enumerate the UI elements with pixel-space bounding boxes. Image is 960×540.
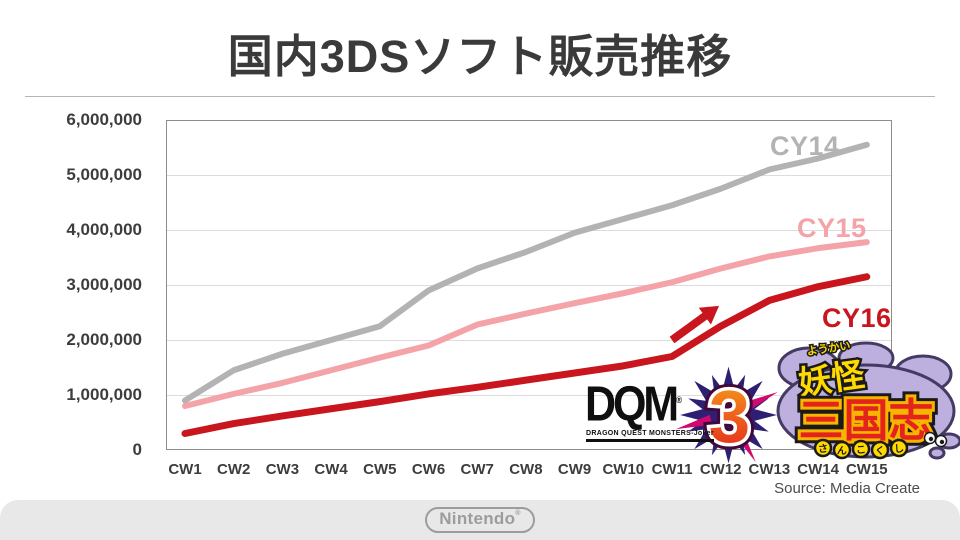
- x-axis-tick-label: CW5: [363, 461, 397, 478]
- y-axis-tick-label: 5,000,000: [66, 165, 142, 184]
- x-axis-tick-label: CW2: [217, 461, 251, 478]
- kana-badge: し: [894, 443, 905, 456]
- kana-badge: こ: [856, 445, 867, 457]
- kana-badge: さ: [818, 443, 829, 456]
- dqm3-abbr-text: DQM: [585, 376, 679, 432]
- y-axis-tick-label: 6,000,000: [66, 110, 142, 129]
- title-divider: [25, 96, 935, 97]
- y-axis-tick-label: 2,000,000: [66, 330, 142, 349]
- y-axis-tick-label: 3,000,000: [66, 275, 142, 294]
- kana-badge: く: [874, 445, 885, 458]
- youkai-sangokushi-game-logo: ようかい 妖怪 三国志 三国志 三国志 さ ん こ く し: [776, 338, 960, 460]
- sangokushi-text: 三国志: [798, 395, 933, 446]
- y-axis-tick-label: 4,000,000: [66, 220, 142, 239]
- dqm3-registered-mark: ®: [675, 394, 683, 406]
- kana-badge: ん: [837, 445, 848, 458]
- dqm3-number: 3: [709, 374, 750, 458]
- nintendo-wordmark: Nintendo: [439, 509, 516, 528]
- x-axis-tick-label: CW1: [168, 461, 202, 478]
- series-label-cy16: CY16: [822, 303, 892, 333]
- series-label-cy15: CY15: [797, 213, 867, 243]
- y-axis-tick-label: 1,000,000: [66, 385, 142, 404]
- dqm3-game-logo: 3 3 3 DQM® DRAGON QUEST MONSTERS-Joker: [583, 366, 783, 465]
- nintendo-logo: Nintendo®: [425, 507, 535, 533]
- x-axis-tick-label: CW3: [265, 461, 300, 478]
- dqm3-caption: DRAGON QUEST MONSTERS-Joker: [586, 430, 714, 442]
- x-axis-tick-label: CW7: [460, 461, 494, 478]
- y-axis-tick-label: 0: [132, 440, 142, 459]
- x-axis-tick-label: CW4: [314, 461, 348, 478]
- page-title: 国内3DSソフト販売推移: [227, 31, 733, 82]
- googly-eyes-icon: [923, 431, 948, 448]
- source-attribution: Source: Media Create: [774, 480, 920, 497]
- series-label-cy14: CY14: [770, 131, 840, 161]
- nintendo-registered-mark: ®: [515, 510, 521, 517]
- footer-band: Nintendo®: [0, 500, 960, 540]
- x-axis-tick-label: CW6: [411, 461, 446, 478]
- dqm3-wordmark: DQM®: [585, 376, 682, 432]
- x-axis-tick-label: CW8: [509, 461, 543, 478]
